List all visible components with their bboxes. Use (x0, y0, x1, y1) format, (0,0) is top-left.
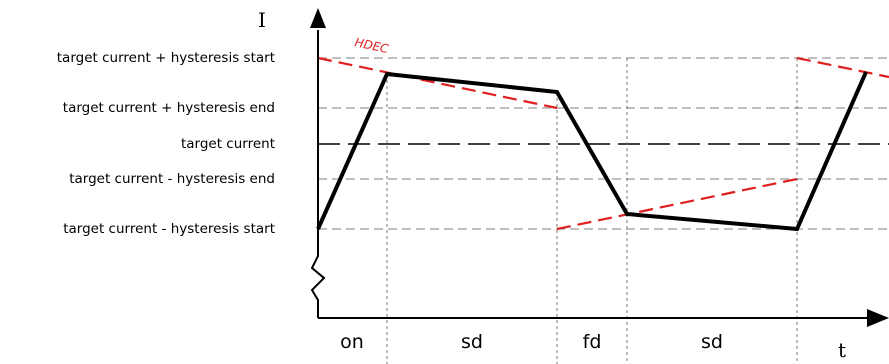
phase-label-sd-2: sd (701, 331, 723, 353)
current-waveform (316, 71, 868, 232)
x-axis-label: t (838, 338, 846, 362)
hdec-lines (317, 56, 889, 231)
y-axis-arrow-icon (310, 8, 326, 28)
phase-labels: on sd fd sd (340, 331, 723, 353)
hdec-line (556, 177, 798, 231)
level-label-hend-hi: target current + hysteresis end (63, 100, 275, 116)
level-label-hstart-hi: target current + hysteresis start (57, 50, 275, 66)
phase-label-on: on (340, 331, 364, 353)
hdec-label: HDEC (353, 35, 390, 56)
level-labels: target current + hysteresis start target… (57, 50, 275, 237)
phase-label-sd: sd (461, 331, 483, 353)
level-label-target: target current (181, 136, 275, 152)
hdec-line (317, 56, 558, 110)
phase-label-fd: fd (583, 331, 602, 353)
level-label-hstart-lo: target current - hysteresis start (63, 221, 275, 237)
y-axis-line (310, 30, 326, 318)
hdec-line (796, 56, 889, 79)
level-label-hend-lo: target current - hysteresis end (69, 171, 275, 187)
x-axis-arrow-icon (867, 309, 889, 327)
level-lines (318, 57, 889, 230)
y-axis-label: I (258, 8, 266, 32)
axes (310, 8, 889, 327)
